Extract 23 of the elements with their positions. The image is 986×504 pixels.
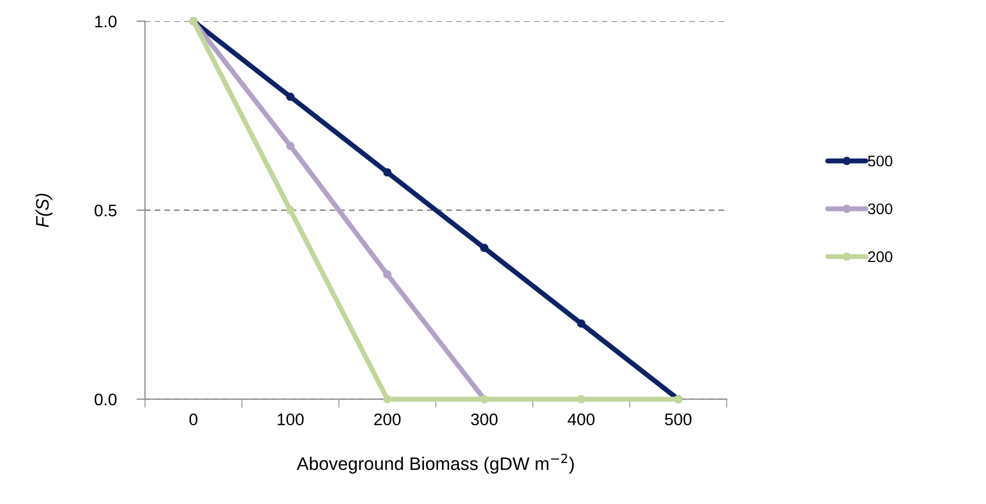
point (286, 206, 295, 214)
x-tick-label: 100 (278, 413, 304, 426)
legend-label: 300 (868, 203, 892, 214)
y-tick-label: 1.0 (95, 16, 117, 28)
legend-label: 200 (868, 251, 892, 262)
x-tick-label: 300 (471, 413, 498, 426)
point (383, 270, 392, 279)
point (480, 244, 488, 252)
point (383, 168, 392, 177)
y-tick-label: 0.5 (94, 204, 116, 216)
y-tick-label: 0.0 (94, 394, 117, 406)
x-tick-label: 200 (374, 413, 401, 426)
legend-label: 500 (868, 156, 892, 166)
point (577, 319, 586, 328)
x-axis-title: Aboveground Biomass (gDW m$^{−2}$) (296, 454, 574, 474)
point (286, 92, 295, 101)
y-axis-title: F(S) (36, 194, 52, 228)
x-tick-label: 500 (664, 413, 692, 426)
point (286, 142, 295, 150)
x-tick-label: 400 (568, 413, 594, 426)
x-tick-label: 0 (189, 413, 198, 426)
point (577, 395, 586, 404)
point (383, 395, 392, 404)
